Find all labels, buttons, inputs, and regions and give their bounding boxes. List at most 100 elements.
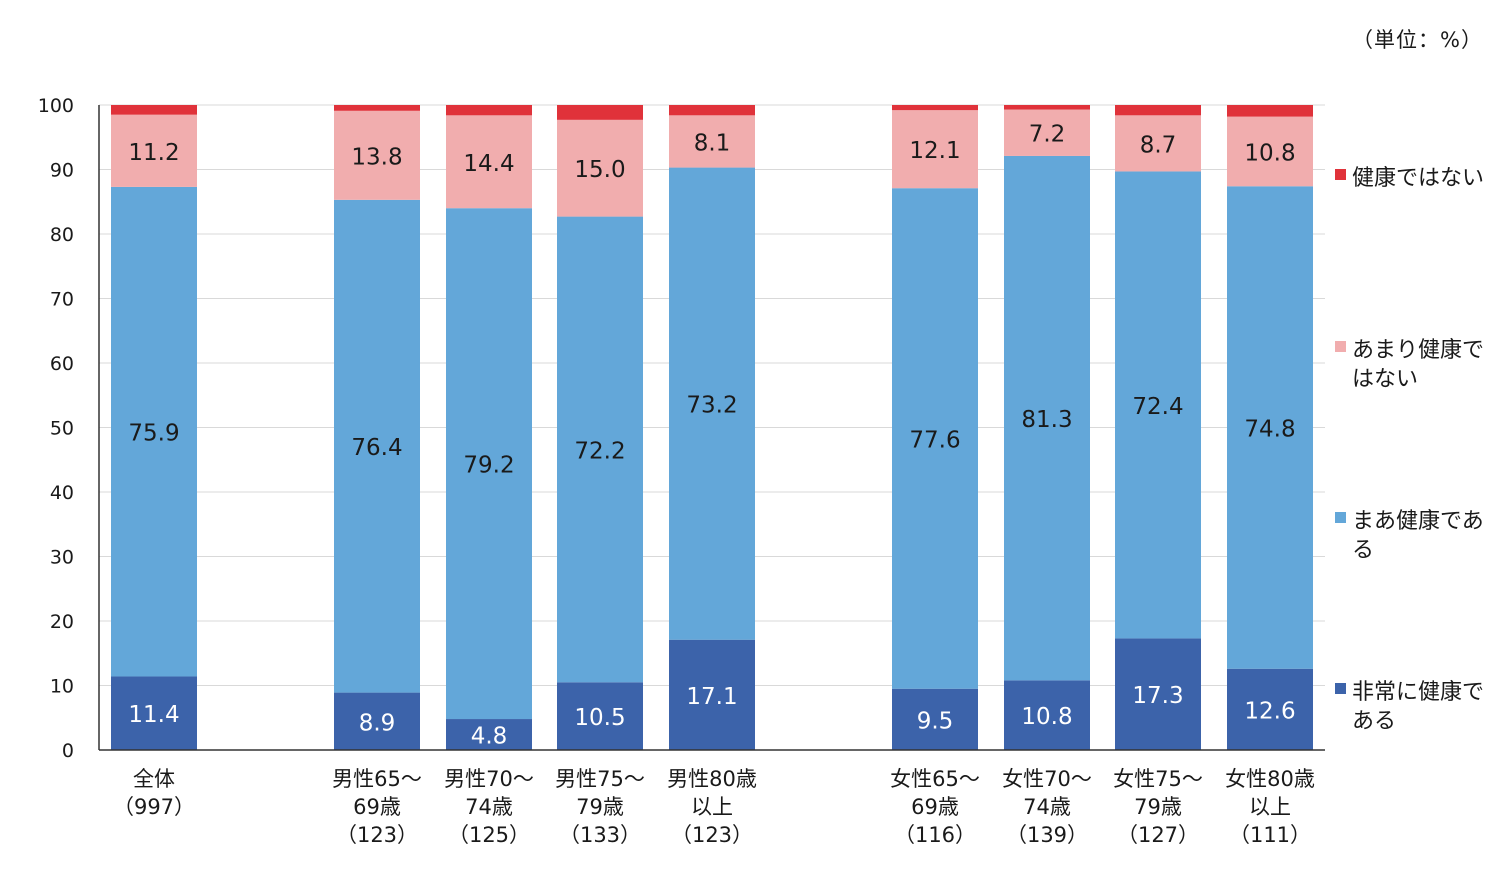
x-tick-label: 以上 (691, 795, 733, 819)
x-tick-label: 74歳 (465, 795, 513, 819)
legend-label: まあ健康であ (1352, 509, 1484, 534)
bar-segment (892, 688, 978, 750)
legend-label: ある (1352, 709, 1396, 734)
data-label: 15.0 (574, 157, 625, 183)
bar-segment (669, 105, 755, 116)
x-tick-label: （123） (336, 823, 418, 847)
data-label: 73.2 (686, 393, 737, 419)
y-tick-label: 20 (50, 611, 74, 633)
bar-segment (1227, 105, 1313, 117)
bar-segment (557, 216, 643, 683)
bar-segment (1227, 668, 1313, 750)
bar-segment (1004, 680, 1090, 750)
data-label: 10.5 (574, 705, 625, 731)
y-tick-label: 30 (50, 547, 74, 569)
data-label: 74.8 (1244, 417, 1295, 443)
bar-segment (446, 105, 532, 116)
bar-segment (557, 105, 643, 120)
x-tick-label: 69歳 (353, 795, 401, 819)
x-tick-label: 女性80歳 (1225, 767, 1315, 791)
x-tick-label: 男性80歳 (667, 767, 757, 791)
bar-segment (334, 692, 420, 750)
x-tick-label: （127） (1117, 823, 1199, 847)
x-tick-label: 以上 (1249, 795, 1291, 819)
y-tick-label: 50 (50, 418, 74, 440)
x-tick-label: （123） (671, 823, 753, 847)
data-label: 8.1 (694, 130, 731, 156)
bar-segment (111, 105, 197, 115)
x-tick-label: 79歳 (576, 795, 624, 819)
y-tick-label: 100 (38, 95, 74, 117)
x-tick-label: （125） (448, 823, 530, 847)
bar-segment (111, 114, 197, 187)
y-tick-label: 10 (50, 676, 74, 698)
x-tick-label: 全体 (133, 767, 175, 791)
x-tick-label: （997） (113, 795, 195, 819)
x-tick-label: 69歳 (911, 795, 959, 819)
data-label: 12.6 (1244, 698, 1295, 724)
bar-segment (669, 167, 755, 640)
data-label: 77.6 (909, 427, 960, 453)
bar-segment (1004, 109, 1090, 156)
data-label: 13.8 (351, 144, 402, 170)
bar-segment (557, 682, 643, 750)
bar-segment (446, 719, 532, 750)
data-label: 12.1 (909, 138, 960, 164)
legend-label: はない (1352, 367, 1418, 392)
y-tick-label: 60 (50, 353, 74, 375)
data-label: 14.4 (463, 151, 514, 177)
bar-segment (1115, 105, 1201, 116)
legend-swatch (1335, 341, 1346, 352)
data-label: 72.4 (1132, 394, 1183, 420)
legend-swatch (1335, 683, 1346, 694)
x-tick-label: （111） (1229, 823, 1311, 847)
bar-segment (892, 105, 978, 111)
data-label: 75.9 (128, 421, 179, 447)
x-tick-label: 79歳 (1134, 795, 1182, 819)
data-label: 7.2 (1029, 122, 1066, 148)
y-tick-label: 80 (50, 224, 74, 246)
x-tick-label: 男性70～ (444, 767, 534, 791)
bar-segment (334, 199, 420, 693)
bar-segment (1115, 638, 1201, 750)
bar-segment (892, 188, 978, 689)
data-label: 10.8 (1244, 140, 1295, 166)
data-label: 8.9 (359, 710, 396, 736)
x-tick-label: （133） (559, 823, 641, 847)
data-label: 72.2 (574, 438, 625, 464)
legend-swatch (1335, 169, 1346, 180)
data-label: 17.1 (686, 684, 737, 710)
legend-label: あまり健康で (1352, 338, 1484, 363)
bar-segment (111, 676, 197, 750)
bar-segment (1004, 155, 1090, 681)
bar-segment (446, 208, 532, 720)
data-label: 4.8 (471, 724, 508, 750)
x-tick-label: （116） (894, 823, 976, 847)
bar-segment (557, 119, 643, 217)
data-label: 11.4 (128, 702, 179, 728)
bar-segment (111, 186, 197, 677)
x-tick-label: 女性75～ (1113, 767, 1203, 791)
data-label: 81.3 (1021, 407, 1072, 433)
x-tick-label: 女性70～ (1002, 767, 1092, 791)
y-tick-label: 0 (62, 740, 74, 762)
x-tick-label: 女性65～ (890, 767, 980, 791)
bar-segment (334, 110, 420, 200)
bar-segment (1115, 171, 1201, 639)
legend-swatch (1335, 512, 1346, 523)
bar-segment (334, 105, 420, 111)
data-label: 8.7 (1140, 132, 1177, 158)
unit-note: （単位：%） (1352, 28, 1483, 52)
data-label: 9.5 (917, 708, 954, 734)
y-tick-label: 70 (50, 289, 74, 311)
data-label: 10.8 (1021, 704, 1072, 730)
legend-label: 健康ではない (1352, 166, 1484, 191)
bar-segment (446, 115, 532, 209)
bar-segment (669, 639, 755, 750)
x-tick-label: （139） (1006, 823, 1088, 847)
x-tick-label: 男性65～ (332, 767, 422, 791)
legend-label: る (1352, 538, 1374, 563)
bar-segment (1227, 186, 1313, 669)
data-label: 17.3 (1132, 683, 1183, 709)
legend-label: 非常に健康で (1352, 680, 1484, 705)
